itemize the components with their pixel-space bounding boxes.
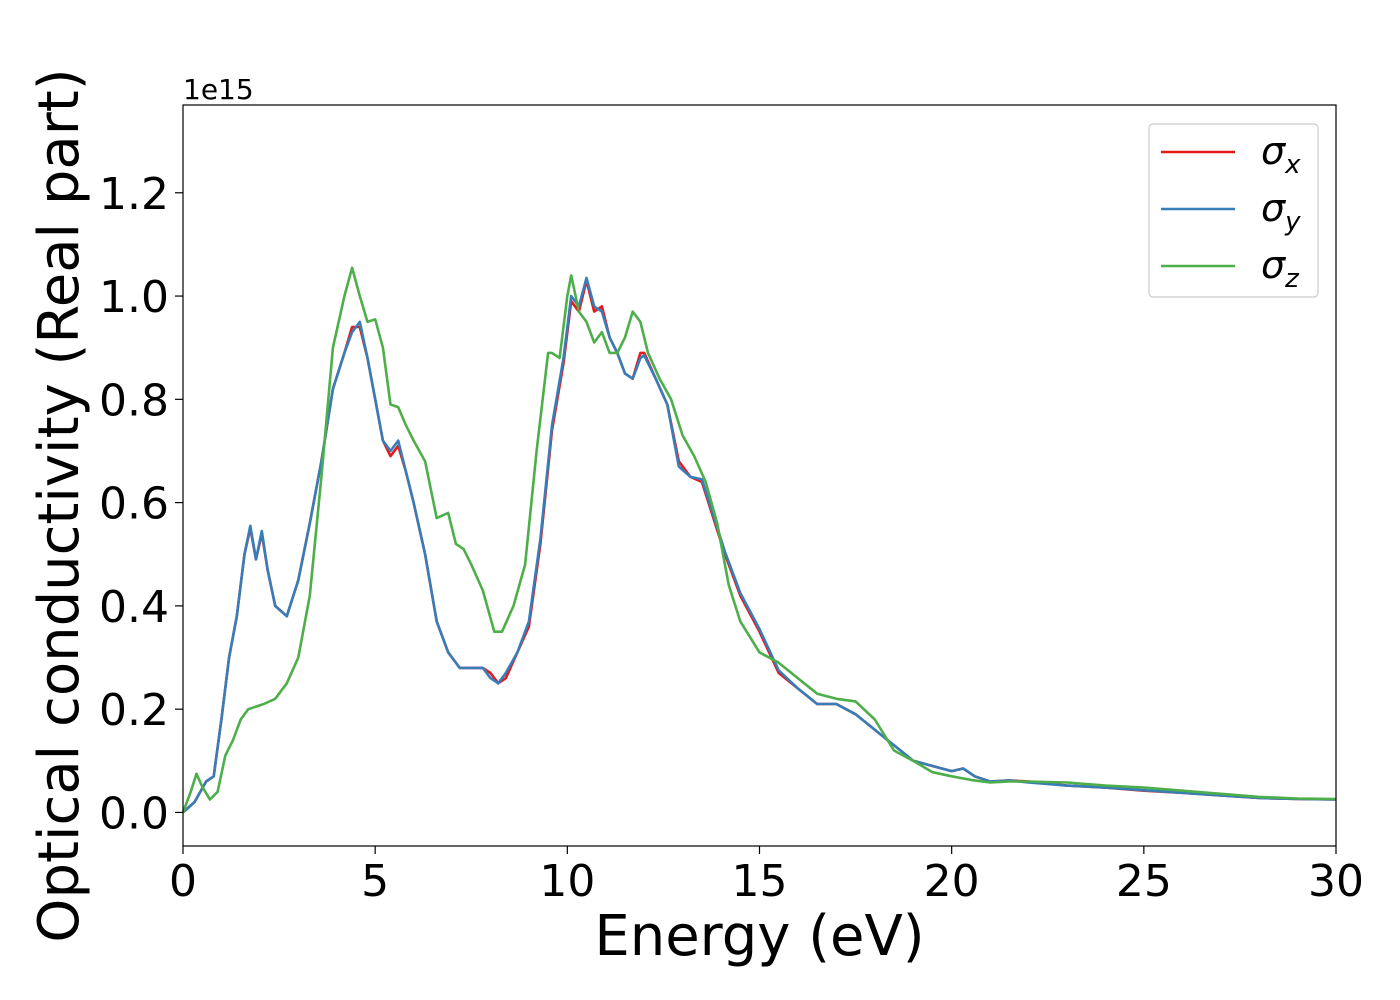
y-tick-label: 0.0	[99, 788, 169, 839]
x-tick-label: 25	[1116, 856, 1172, 907]
series-line-y	[182, 276, 1337, 814]
legend-label-x: σx	[1261, 129, 1301, 180]
x-tick-label: 20	[924, 856, 980, 907]
x-tick-label: 15	[732, 856, 788, 907]
y-offset-label: 1e15	[183, 73, 254, 106]
legend-label-subscript: z	[1284, 264, 1300, 294]
y-tick-label: 0.4	[99, 582, 169, 633]
plot-frame	[182, 104, 1337, 847]
series-lines	[181, 266, 1337, 814]
y-tick-label: 0.6	[99, 479, 169, 530]
series-line-x	[182, 279, 1337, 814]
y-tick-label: 0.8	[99, 375, 169, 426]
legend-label-base: σ	[1261, 129, 1287, 173]
x-tick-label: 30	[1308, 856, 1364, 907]
x-tick-label: 10	[539, 856, 595, 907]
y-tick-label: 1.0	[99, 272, 169, 323]
y-tick-label: 1.2	[99, 169, 169, 220]
legend-label-base: σ	[1261, 186, 1287, 230]
legend-box	[1148, 123, 1319, 298]
x-tick-label: 0	[169, 856, 197, 907]
legend-label-subscript: x	[1284, 150, 1301, 180]
legend-label-base: σ	[1261, 243, 1287, 287]
legend-label-y: σy	[1261, 186, 1301, 237]
axis-ticks: 0 5 10 15 20 25 30 0.0 0.2 0.4 0.6 0.8 1.0 1.2	[99, 169, 1364, 907]
x-tick-label: 5	[361, 856, 389, 907]
x-axis-label: Energy (eV)	[594, 904, 924, 969]
legend-label-z: σz	[1261, 243, 1300, 294]
y-tick-label: 0.2	[99, 685, 169, 736]
series-line-z	[181, 266, 1337, 813]
y-axis-label: Optical conductivity (Real part)	[27, 68, 92, 942]
legend-label-subscript: y	[1284, 207, 1301, 237]
